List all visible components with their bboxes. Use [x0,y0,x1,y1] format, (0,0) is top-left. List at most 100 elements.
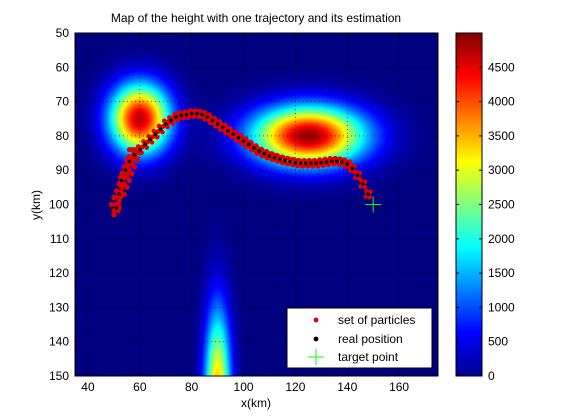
real-position-point [262,151,267,156]
y-tick-label: 70 [56,95,70,109]
y-axis-ticks: 50 60 70 80 90 100 110 120 130 140 150 [49,26,438,383]
legend-box [286,307,433,369]
particle-point [146,133,151,139]
x-tick-label: 60 [133,380,147,394]
real-position-point [231,132,235,136]
particle-point [250,142,255,148]
real-position-point [200,112,204,117]
particle-point [218,121,224,127]
particle-point [358,178,364,184]
particle-point [229,128,234,134]
x-axis-title: x(km) [241,396,271,410]
particle-point [126,177,133,184]
particle-point [134,157,140,163]
particle-point [291,157,297,162]
colorbar-tick-label: 3000 [488,163,515,177]
real-position-point [138,147,142,152]
particle-point [149,140,155,145]
legend-target-marker [308,349,324,365]
real-position-point [226,128,230,133]
particle-point [327,155,333,161]
particle-point [312,157,317,163]
y-tick-label: 110 [50,232,69,246]
colorbar-ticks: 0 500 1000 1500 2000 2500 3000 3500 4000 4500 [456,60,515,383]
x-tick-label: 140 [337,380,357,394]
real-position-point [189,111,194,116]
particle-point [203,111,208,117]
real-position-point [267,153,272,158]
real-position-point [324,160,329,164]
particle-point [286,156,291,161]
y-axis-title: y(km) [29,190,43,220]
real-position-point [163,122,168,126]
colorbar-tick-label: 0 [488,369,495,383]
real-position-point [345,162,350,166]
particle-point [265,150,271,156]
colorbar-tick-label: 2000 [488,232,515,246]
legend-target-label: target point [338,350,399,364]
particle-point [132,147,138,153]
particle-point [338,156,343,162]
particle-point [213,118,219,124]
real-position-point [119,178,124,183]
particle-point [208,115,214,120]
particle-point [111,212,117,218]
target-point-marker [365,196,382,213]
particle-point [119,184,125,190]
real-position-point [195,111,199,116]
real-position-point [335,159,339,164]
real-position-point [236,135,241,140]
particle-point [317,157,323,162]
real-position-point [205,115,210,119]
particle-point [296,157,302,163]
x-axis-ticks: 40 60 80 100 120 140 160 [81,33,409,394]
particle-point [270,152,276,157]
real-position-point [132,152,137,157]
particle-point [275,153,281,159]
particle-point [187,108,193,113]
real-position-point [179,113,184,118]
real-position-point [117,192,121,197]
real-position-point [127,159,132,164]
colorbar-tick-label: 1000 [488,300,515,314]
particle-point [367,194,373,200]
legend-real-label: real position [338,332,403,346]
y-tick-label: 80 [56,129,70,143]
real-position-point [143,142,147,147]
particle-point [108,201,114,208]
real-position-point [153,132,158,136]
grid-lines [75,33,438,376]
legend: set of particles real position target po… [286,307,433,369]
x-tick-label: 80 [185,380,199,394]
y-tick-label: 60 [56,60,70,74]
particle-point [198,109,203,114]
x-tick-label: 100 [234,380,254,394]
particle-point [113,188,120,194]
real-position-point [220,125,225,130]
x-tick-label: 120 [285,380,305,394]
colorbar [455,32,483,377]
particle-point [170,121,176,126]
particle-point [111,195,117,201]
particle-point [364,188,369,194]
legend-particles-marker [313,317,319,323]
particle-point [172,111,177,117]
particle-point [348,163,354,168]
particle-point [117,175,123,180]
particle-point [353,169,359,175]
particle-point [116,205,122,211]
particle-point [177,109,183,115]
particle-point [165,124,170,130]
real-position-point [288,159,293,164]
real-position-point [246,142,251,147]
particle-point [362,184,367,190]
real-position-point [241,139,246,143]
real-position-point [340,160,344,164]
colorbar-tick-label: 4500 [488,60,515,74]
particle-point [132,164,138,170]
particle-point [119,171,125,177]
colorbar-tick-label: 3500 [488,129,515,143]
real-position-point [366,192,370,197]
y-tick-label: 100 [49,198,69,212]
